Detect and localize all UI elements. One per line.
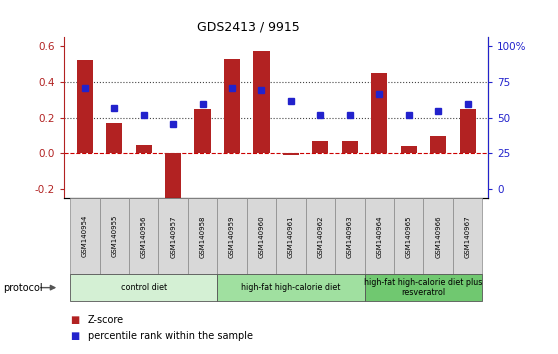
Bar — [217, 198, 247, 274]
Bar — [136, 144, 152, 154]
Text: GSM140967: GSM140967 — [465, 215, 470, 258]
Bar — [217, 274, 364, 301]
Bar — [276, 198, 306, 274]
Bar — [312, 141, 329, 154]
Text: GSM140964: GSM140964 — [376, 215, 382, 258]
Bar — [430, 136, 446, 154]
Bar — [460, 109, 476, 154]
Text: protocol: protocol — [3, 282, 42, 293]
Text: GSM140955: GSM140955 — [111, 215, 117, 257]
Text: GSM140956: GSM140956 — [141, 215, 147, 258]
Text: GSM140957: GSM140957 — [170, 215, 176, 258]
Text: GSM140965: GSM140965 — [406, 215, 412, 258]
Bar — [247, 198, 276, 274]
Bar — [195, 109, 211, 154]
Text: GSM140966: GSM140966 — [435, 215, 441, 258]
Bar — [306, 198, 335, 274]
Bar — [371, 73, 387, 154]
Bar — [70, 274, 217, 301]
Text: GSM140960: GSM140960 — [258, 215, 264, 258]
Text: ■: ■ — [70, 331, 79, 341]
Bar — [106, 123, 122, 154]
Bar — [158, 198, 188, 274]
Bar — [424, 198, 453, 274]
Bar — [341, 141, 358, 154]
Text: GDS2413 / 9915: GDS2413 / 9915 — [197, 21, 300, 34]
Bar — [188, 198, 217, 274]
Bar — [99, 198, 129, 274]
Text: ■: ■ — [70, 315, 79, 325]
Bar — [453, 198, 482, 274]
Text: GSM140961: GSM140961 — [288, 215, 294, 258]
Text: control diet: control diet — [121, 283, 167, 292]
Bar — [283, 154, 299, 155]
Bar — [224, 59, 240, 154]
Text: high-fat high-calorie diet plus
resveratrol: high-fat high-calorie diet plus resverat… — [364, 278, 483, 297]
Bar — [165, 154, 181, 200]
Bar — [401, 146, 417, 154]
Bar — [70, 198, 99, 274]
Text: GSM140958: GSM140958 — [200, 215, 205, 258]
Text: high-fat high-calorie diet: high-fat high-calorie diet — [241, 283, 340, 292]
Text: Z-score: Z-score — [88, 315, 124, 325]
Bar — [364, 198, 394, 274]
Bar — [129, 198, 158, 274]
Text: GSM140963: GSM140963 — [347, 215, 353, 258]
Bar — [253, 51, 270, 154]
Text: GSM140959: GSM140959 — [229, 215, 235, 258]
Bar — [76, 61, 93, 154]
Bar — [335, 198, 364, 274]
Bar — [394, 198, 424, 274]
Text: percentile rank within the sample: percentile rank within the sample — [88, 331, 253, 341]
Text: GSM140962: GSM140962 — [318, 215, 324, 258]
Bar — [364, 274, 482, 301]
Text: GSM140954: GSM140954 — [82, 215, 88, 257]
